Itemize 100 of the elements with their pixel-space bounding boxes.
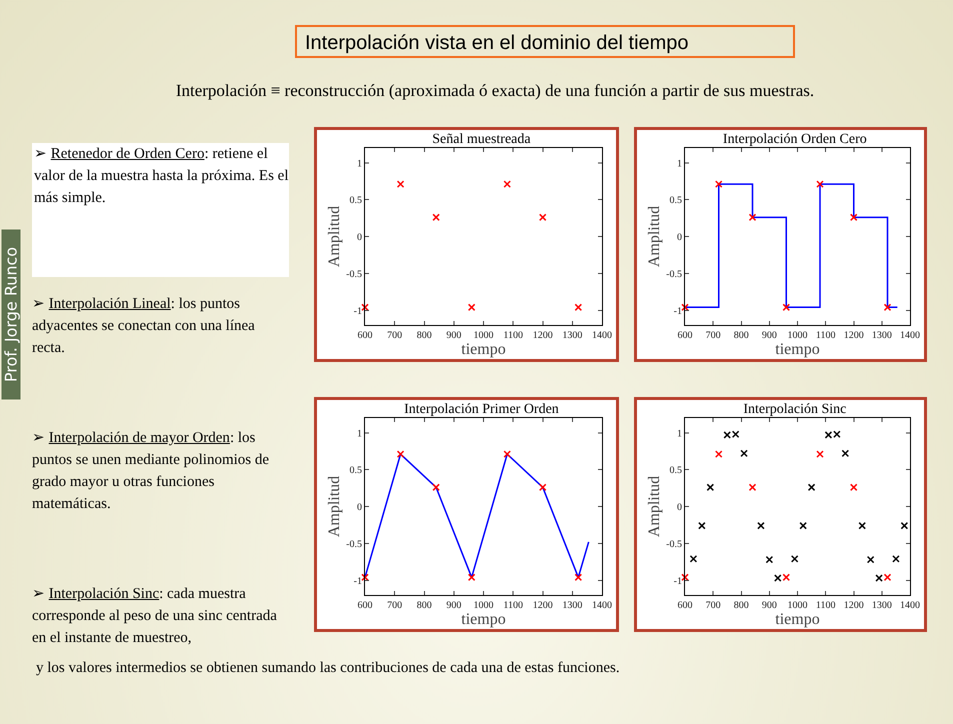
x-tick-label: 1400: [900, 330, 920, 341]
y-tick-label: -0.5: [666, 538, 682, 550]
x-axis-title: tiempo: [775, 341, 820, 358]
x-tick-label: 1200: [532, 600, 553, 611]
line-series: [365, 453, 590, 578]
point: [503, 450, 511, 458]
x-tick-label: 800: [416, 330, 432, 341]
y-tick-label: 1: [357, 158, 362, 170]
x-tick-label: 1100: [816, 600, 836, 611]
y-tick-label: 1: [677, 158, 682, 170]
x-tick-label: 1100: [503, 330, 523, 341]
x-tick-label: 1000: [788, 600, 808, 611]
x-tick-label: 700: [706, 330, 721, 341]
y-tick-label: -1: [674, 576, 682, 587]
text: ➢ Interpolación Lineal: los puntos adyacentes se conectan con una línea recta.: [32, 295, 256, 358]
x-tick-label: 1300: [562, 330, 582, 341]
point: [748, 484, 756, 492]
y-tick-label: -1: [354, 306, 362, 317]
point: [748, 214, 756, 222]
point: [850, 484, 858, 492]
y-tick-label: -1: [354, 576, 362, 587]
x-tick-label: 700: [706, 600, 721, 611]
point: [432, 214, 440, 222]
point: [842, 450, 850, 458]
x-tick-label: 1400: [592, 330, 612, 341]
point: [715, 180, 722, 188]
x-tick-label: 600: [358, 600, 372, 611]
point: [774, 574, 782, 582]
point: [396, 450, 404, 458]
x-tick-label: 1000: [474, 600, 494, 611]
point: [574, 304, 582, 312]
y-axis-title: Amplitud: [326, 476, 344, 538]
point: [468, 304, 476, 312]
text: ➢ Retenedor de Orden Cero: retiene el valor de la muestra hasta la próxima. Es el más simple.: [32, 143, 289, 277]
y-tick-label: 0.5: [670, 195, 682, 206]
text: Interpolación ≡ reconstrucción (aproximada ó exacta) de una función a partir de sus muestras.: [174, 81, 816, 101]
x-axis-title: tiempo: [775, 611, 820, 628]
point: [740, 450, 748, 458]
point: [757, 522, 765, 530]
point: [892, 555, 900, 563]
y-axis-title: Amplitud: [326, 206, 344, 268]
x-tick-label: 1400: [900, 600, 920, 611]
text: Interpolación vista en el dominio del tiempo: [295, 25, 795, 58]
x-tick-label: 1300: [872, 600, 892, 611]
y-tick-label: -0.5: [666, 268, 682, 280]
point: [808, 484, 816, 492]
x-tick-label: 900: [762, 600, 777, 611]
point: [782, 304, 790, 312]
point: [715, 450, 722, 458]
y-axis-title: Amplitud: [646, 206, 664, 268]
x-tick-label: 1400: [592, 600, 612, 611]
y-tick-label: 0.5: [670, 465, 682, 476]
point: [850, 214, 858, 222]
x-tick-label: 1200: [844, 330, 864, 341]
y-tick-label: -0.5: [346, 268, 362, 280]
x-tick-label: 1300: [562, 600, 582, 611]
y-tick-label: -1: [674, 306, 682, 317]
x-tick-label: 800: [734, 330, 749, 341]
chart-title: Interpolación Sinc: [743, 402, 846, 418]
point: [816, 450, 824, 458]
y-axis-title: Amplitud: [646, 476, 664, 538]
text: ➢ Interpolación Sinc: cada muestra corresponde al peso de una sinc centrada en el instante de muestreo,: [32, 585, 278, 648]
point: [875, 574, 883, 582]
x-tick-label: 900: [446, 600, 462, 611]
point: [816, 180, 824, 188]
y-tick-label: 0: [357, 232, 362, 243]
x-axis-title: tiempo: [461, 611, 506, 628]
point: [574, 574, 582, 582]
point: [396, 180, 404, 188]
y-tick-label: 0: [677, 232, 682, 243]
x-tick-label: 600: [678, 600, 692, 611]
point: [766, 556, 774, 564]
x-tick-label: 700: [387, 330, 402, 341]
text: ➢ Interpolación de mayor Orden: los puntos se unen mediante polinomios de grado mayor u otras funciones matemáticas.: [32, 429, 270, 514]
x-tick-label: 800: [416, 600, 432, 611]
y-tick-label: 1: [357, 428, 362, 440]
point: [432, 484, 440, 492]
chart-title: Señal muestreada: [432, 132, 532, 148]
y-tick-label: 0.5: [350, 465, 362, 476]
point: [790, 555, 798, 563]
x-tick-label: 1100: [816, 330, 836, 341]
x-tick-label: 600: [358, 330, 372, 341]
text: Prof. Jorge Runco: [2, 230, 20, 400]
x-tick-label: 1000: [474, 330, 494, 341]
point: [361, 574, 369, 582]
y-tick-label: 0.5: [350, 195, 362, 206]
point: [884, 574, 892, 582]
x-tick-label: 800: [734, 600, 749, 611]
point: [884, 304, 892, 312]
x-tick-label: 1200: [532, 330, 553, 341]
point: [698, 522, 706, 530]
x-tick-label: 1300: [872, 330, 892, 341]
x-tick-label: 700: [387, 600, 402, 611]
x-tick-label: 1200: [844, 600, 864, 611]
point: [468, 574, 476, 582]
y-tick-label: -0.5: [346, 538, 362, 550]
point: [858, 522, 866, 530]
y-tick-label: 0: [677, 502, 682, 513]
x-tick-label: 600: [678, 330, 692, 341]
x-tick-label: 900: [446, 330, 462, 341]
